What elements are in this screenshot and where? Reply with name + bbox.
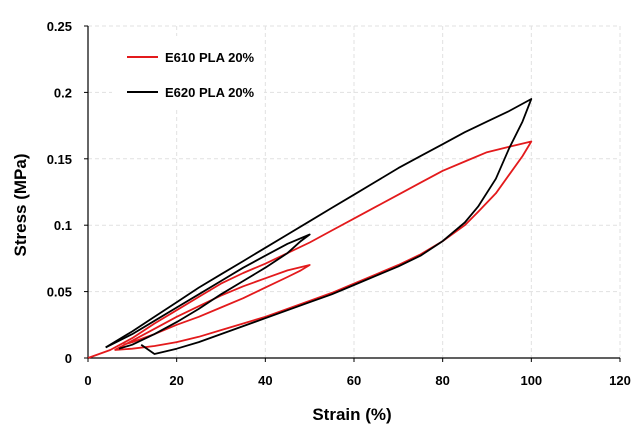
x-tick-label: 80 <box>435 373 449 388</box>
x-tick-label: 40 <box>258 373 272 388</box>
x-tick-label: 120 <box>609 373 631 388</box>
x-tick-label: 0 <box>84 373 91 388</box>
series-line-e620 <box>105 98 533 355</box>
series-layer <box>87 98 533 359</box>
y-tick-label: 0.15 <box>47 152 72 167</box>
series-line-e610 <box>114 264 311 351</box>
y-tick-label: 0.25 <box>47 19 72 34</box>
series-line-e610 <box>87 140 533 359</box>
x-tick-label: 60 <box>347 373 361 388</box>
y-axis-title: Stress (MPa) <box>11 154 30 257</box>
x-tick-label: 20 <box>169 373 183 388</box>
legend-label-e620: E620 PLA 20% <box>165 85 255 100</box>
x-tick-label: 100 <box>520 373 542 388</box>
y-tick-label: 0.05 <box>47 285 72 300</box>
x-axis-title: Strain (%) <box>312 405 391 424</box>
legend-box <box>112 36 264 110</box>
y-tick-label: 0.2 <box>54 85 72 100</box>
legend-label-e610: E610 PLA 20% <box>165 50 255 65</box>
legend: E610 PLA 20% E620 PLA 20% <box>112 36 264 110</box>
y-tick-label: 0 <box>65 351 72 366</box>
series-line-e620 <box>105 233 311 350</box>
tick-layer: 0 20 40 60 80 100 120 0 0.05 0.1 0.15 0.2 0.25 <box>47 19 631 388</box>
y-tick-label: 0.1 <box>54 218 72 233</box>
grid-layer <box>88 25 621 358</box>
